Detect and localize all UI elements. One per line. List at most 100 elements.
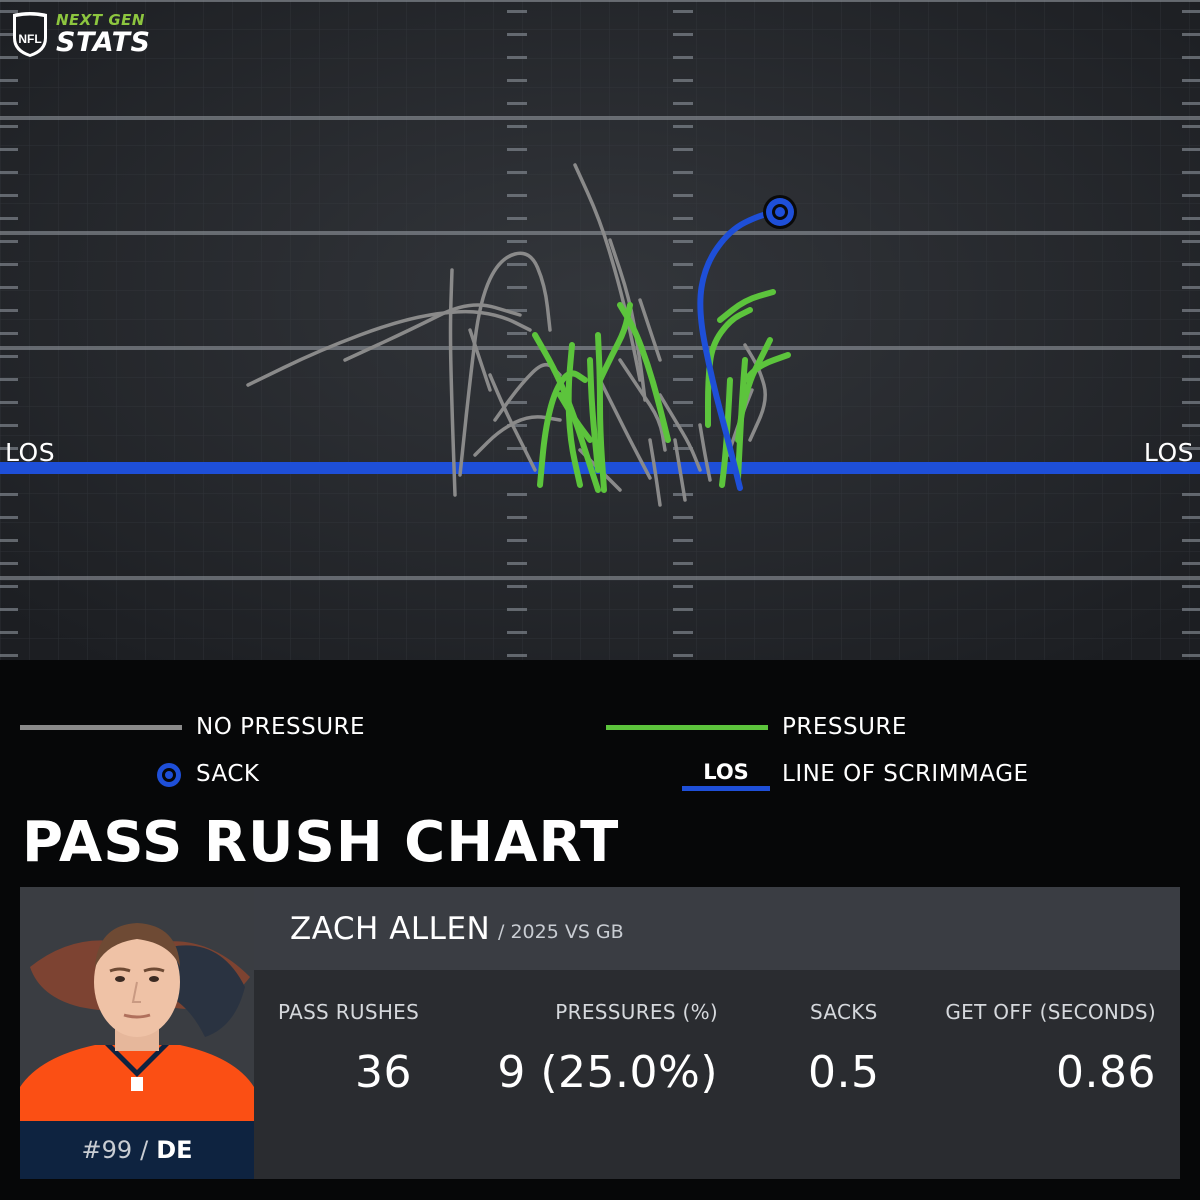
hash-mark xyxy=(1182,631,1200,634)
hash-mark xyxy=(1182,378,1200,381)
pressure-rush-path xyxy=(717,289,776,323)
pressure-rush-path xyxy=(595,332,607,493)
hash-mark xyxy=(673,56,693,59)
pressure-rush-path xyxy=(557,392,593,443)
hash-mark xyxy=(1182,171,1200,174)
hash-mark xyxy=(0,424,18,427)
hash-mark xyxy=(0,332,18,335)
stat-label-get-off: GET OFF (SECONDS) xyxy=(945,1000,1156,1024)
no-pressure-rush-path xyxy=(658,393,702,472)
hash-mark xyxy=(507,10,527,13)
next-gen-stats-logo: NFL NEXT GEN STATS xyxy=(10,10,150,58)
sack-marker-icon xyxy=(157,763,181,787)
hash-mark xyxy=(0,447,18,450)
stat-value-pressures: 9 (25.0%) xyxy=(497,1047,718,1098)
hash-mark xyxy=(673,33,693,36)
legend-no-pressure-line xyxy=(20,725,182,730)
pass-rush-field xyxy=(0,0,1200,660)
hash-mark xyxy=(1182,125,1200,128)
hash-mark xyxy=(0,631,18,634)
pressure-rush-path xyxy=(597,302,633,383)
player-position: DE xyxy=(156,1136,193,1164)
hash-mark xyxy=(507,447,527,450)
hash-mark xyxy=(1182,355,1200,358)
jersey-number: #99 xyxy=(81,1136,133,1164)
hash-mark xyxy=(673,171,693,174)
hash-mark xyxy=(0,171,18,174)
hash-mark xyxy=(1182,562,1200,565)
hash-mark xyxy=(673,585,693,588)
hash-mark xyxy=(673,148,693,151)
hash-mark xyxy=(507,79,527,82)
hash-mark xyxy=(673,217,693,220)
legend-los-badge-text: LOS xyxy=(703,760,749,784)
hash-mark xyxy=(507,194,527,197)
hash-mark xyxy=(673,102,693,105)
hash-mark xyxy=(0,240,18,243)
hash-mark xyxy=(0,148,18,151)
hash-mark xyxy=(0,56,18,59)
hash-mark xyxy=(1182,10,1200,13)
hash-mark xyxy=(1182,493,1200,496)
hash-mark xyxy=(673,424,693,427)
legend-no-pressure-label: NO PRESSURE xyxy=(196,714,366,740)
hash-mark xyxy=(1182,56,1200,59)
hash-mark xyxy=(673,332,693,335)
hash-mark xyxy=(673,631,693,634)
hash-mark xyxy=(0,79,18,82)
no-pressure-rush-path xyxy=(468,328,492,392)
hash-mark xyxy=(673,263,693,266)
no-pressure-rush-path xyxy=(638,298,662,362)
nfl-shield-text: NFL xyxy=(18,32,41,46)
no-pressure-rush-path xyxy=(698,423,712,482)
player-name: ZACH ALLEN xyxy=(290,911,491,947)
hash-mark xyxy=(507,56,527,59)
no-pressure-rush-path xyxy=(573,163,642,382)
hash-mark xyxy=(1182,148,1200,151)
hash-mark xyxy=(0,608,18,611)
no-pressure-rush-path xyxy=(473,415,562,457)
hash-mark xyxy=(0,194,18,197)
los-label-right: LOS xyxy=(1143,438,1194,467)
hash-mark xyxy=(1182,286,1200,289)
stat-value-pass-rushes: 36 xyxy=(355,1047,412,1098)
hash-mark xyxy=(507,631,527,634)
hash-mark xyxy=(1182,654,1200,657)
hash-mark xyxy=(673,79,693,82)
hash-mark xyxy=(673,562,693,565)
hash-mark xyxy=(507,102,527,105)
yard-line xyxy=(0,116,1200,120)
hash-mark xyxy=(0,539,18,542)
no-pressure-rush-path xyxy=(458,251,552,477)
hash-mark xyxy=(0,102,18,105)
hash-mark xyxy=(1182,79,1200,82)
hash-mark xyxy=(507,148,527,151)
chart-title: PASS RUSH CHART xyxy=(22,810,620,875)
hash-mark xyxy=(1182,447,1200,450)
legend-los-badge: LOS xyxy=(682,760,770,791)
hash-mark xyxy=(1182,33,1200,36)
pressure-rush-path xyxy=(735,357,748,481)
hash-mark xyxy=(507,332,527,335)
hash-mark xyxy=(507,608,527,611)
hash-mark xyxy=(673,516,693,519)
hash-mark xyxy=(673,401,693,404)
los-label-left: LOS xyxy=(5,438,56,467)
hash-mark xyxy=(507,263,527,266)
jersey-separator: / xyxy=(140,1136,149,1164)
pressure-rush-path xyxy=(705,307,753,428)
hash-mark xyxy=(673,654,693,657)
hash-mark xyxy=(673,539,693,542)
yard-line xyxy=(0,576,1200,580)
hash-mark xyxy=(1182,102,1200,105)
hash-mark xyxy=(0,378,18,381)
hash-mark xyxy=(673,194,693,197)
stat-label-pressures: PRESSURES (%) xyxy=(555,1000,718,1024)
hash-mark xyxy=(507,378,527,381)
no-pressure-rush-path xyxy=(673,438,687,502)
legend-los-line xyxy=(682,786,770,791)
hash-mark xyxy=(1182,424,1200,427)
player-season-opponent: / 2025 VS GB xyxy=(498,921,624,943)
stat-label-sacks: SACKS xyxy=(810,1000,878,1024)
hash-mark xyxy=(507,240,527,243)
